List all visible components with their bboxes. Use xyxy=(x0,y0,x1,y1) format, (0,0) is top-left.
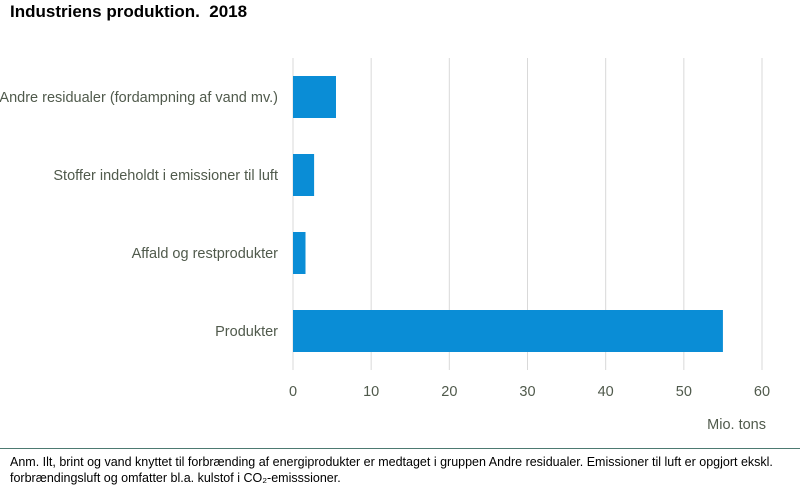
chart-title: Industriens produktion. 2018 xyxy=(10,2,248,21)
category-label: Produkter xyxy=(215,324,278,340)
category-label: Stoffer indeholdt i emissioner til luft xyxy=(53,168,278,184)
x-tick-label: 40 xyxy=(598,384,614,400)
bar xyxy=(293,310,723,352)
bar-chart: Andre residualer (fordampning af vand mv… xyxy=(0,58,770,433)
footnote: Anm. Ilt, brint og vand knyttet til forb… xyxy=(10,455,773,485)
x-tick-label: 50 xyxy=(676,384,692,400)
category-labels: Andre residualer (fordampning af vand mv… xyxy=(0,90,278,340)
bar xyxy=(293,154,315,196)
x-tick-label: 60 xyxy=(754,384,770,400)
x-tick-label: 20 xyxy=(441,384,457,400)
x-tick-label: 30 xyxy=(519,384,535,400)
bar xyxy=(293,232,306,274)
x-tick-label: 0 xyxy=(289,384,297,400)
bars xyxy=(293,76,723,352)
bar xyxy=(293,76,336,118)
category-label: Andre residualer (fordampning af vand mv… xyxy=(0,90,278,106)
x-axis-unit-label: Mio. tons xyxy=(707,417,766,433)
x-tick-labels: 0 10 20 30 40 50 60 xyxy=(289,384,770,400)
x-tick-label: 10 xyxy=(363,384,379,400)
footer-divider xyxy=(0,448,800,449)
category-label: Affald og restprodukter xyxy=(132,246,279,262)
